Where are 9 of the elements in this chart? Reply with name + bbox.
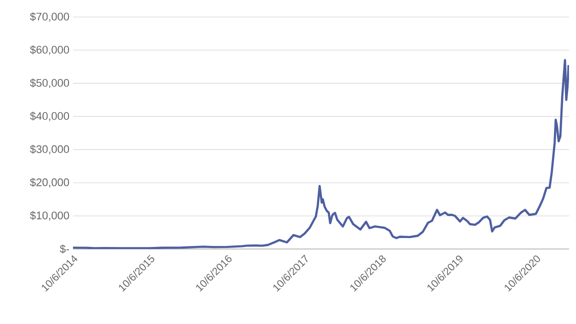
y-tick-label: $60,000 [30,45,70,55]
y-tick-label: $70,000 [30,12,70,22]
y-tick-label: $40,000 [30,112,70,122]
y-tick-label: $- [60,244,69,254]
y-tick-label: $20,000 [30,178,70,188]
y-tick-label: $30,000 [30,144,70,154]
y-tick-label: $10,000 [30,211,70,221]
y-tick-label: $50,000 [30,78,70,88]
line-series [73,58,570,249]
